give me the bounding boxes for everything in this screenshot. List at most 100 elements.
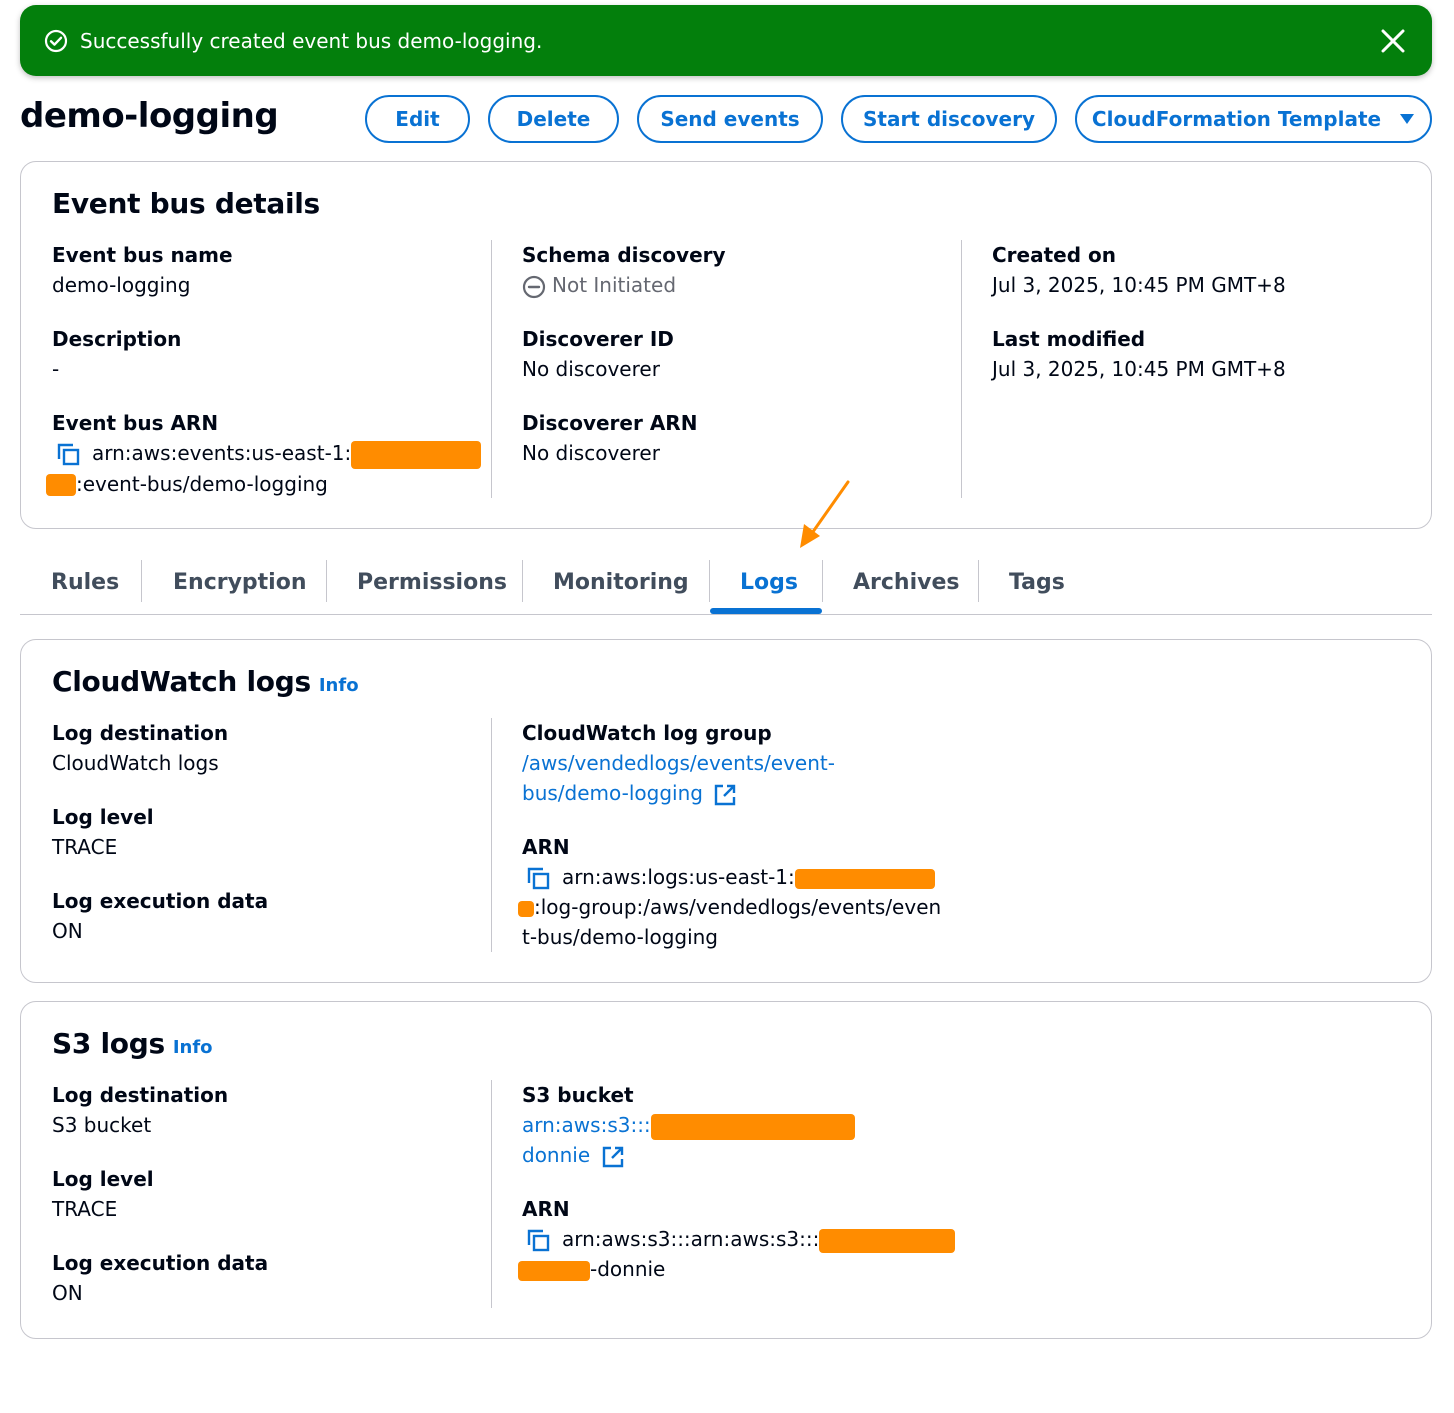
field-label: Log level bbox=[52, 805, 154, 829]
cloudformation-template-dropdown[interactable]: CloudFormation Template bbox=[1075, 95, 1432, 143]
tab-logs[interactable]: Logs bbox=[740, 569, 798, 595]
arn-text: arn:aws:s3:::arn:aws:s3::: bbox=[562, 1227, 820, 1251]
log-group-link-line2[interactable]: bus/demo-logging bbox=[522, 781, 703, 805]
arn-text: arn:aws:events:us-east-1: bbox=[92, 441, 352, 465]
s3-bucket-field: S3 bucket arn:aws:s3::: donnie bbox=[522, 1080, 855, 1170]
description-field: Description - bbox=[52, 324, 181, 384]
s3-logs-card: S3 logs Info Log destination S3 bucket Lo… bbox=[20, 1001, 1432, 1339]
send-events-button[interactable]: Send events bbox=[637, 95, 823, 143]
copy-icon[interactable] bbox=[526, 866, 552, 892]
cloudwatch-logs-card: CloudWatch logs Info Log destination Clou… bbox=[20, 639, 1432, 983]
field-label: Created on bbox=[992, 243, 1116, 267]
copy-icon[interactable] bbox=[526, 1228, 552, 1254]
active-tab-indicator bbox=[710, 608, 822, 614]
field-label: Description bbox=[52, 327, 182, 351]
info-link[interactable]: Info bbox=[318, 675, 359, 696]
tab-tags[interactable]: Tags bbox=[1009, 569, 1065, 595]
copy-icon[interactable] bbox=[56, 442, 82, 468]
field-label: ARN bbox=[522, 835, 570, 859]
column-divider bbox=[491, 1080, 492, 1308]
tab-rules[interactable]: Rules bbox=[51, 569, 120, 595]
annotation-arrow-icon bbox=[800, 480, 850, 548]
tab-encryption[interactable]: Encryption bbox=[173, 569, 307, 595]
s3-arn-field: ARN arn:aws:s3:::arn:aws:s3::: -donnie bbox=[518, 1194, 956, 1284]
status-stopped-icon bbox=[522, 275, 546, 298]
caret-down-icon bbox=[1400, 114, 1415, 124]
cloudformation-template-label: CloudFormation Template bbox=[1091, 107, 1382, 131]
field-value: TRACE bbox=[52, 835, 118, 859]
field-label: Schema discovery bbox=[522, 243, 726, 267]
field-value: TRACE bbox=[52, 1197, 118, 1221]
redaction-block bbox=[819, 1228, 956, 1253]
event-bus-name-field: Event bus name demo-logging bbox=[52, 240, 233, 300]
success-check-icon bbox=[44, 29, 68, 52]
field-label: Discoverer ID bbox=[522, 327, 674, 351]
status-text: Not Initiated bbox=[552, 273, 677, 297]
success-flash-banner: Successfully created event bus demo-logg… bbox=[20, 5, 1432, 76]
discoverer-arn-field: Discoverer ARN No discoverer bbox=[522, 408, 697, 468]
tab-separator bbox=[522, 560, 523, 602]
field-label: Log execution data bbox=[52, 889, 269, 913]
field-value: ON bbox=[52, 919, 83, 943]
cloudwatch-arn-field: ARN arn:aws:logs:us-east-1: :log-group:/… bbox=[518, 832, 942, 952]
card-title: S3 logs bbox=[52, 1027, 165, 1060]
arn-text: :event-bus/demo-logging bbox=[76, 471, 328, 496]
tab-separator bbox=[978, 560, 979, 602]
log-destination-field: Log destination CloudWatch logs bbox=[52, 718, 228, 778]
field-label: ARN bbox=[522, 1197, 570, 1221]
log-destination-field: Log destination S3 bucket bbox=[52, 1080, 228, 1140]
tab-permissions[interactable]: Permissions bbox=[357, 569, 507, 595]
log-level-field: Log level TRACE bbox=[52, 1164, 154, 1224]
arn-text: -donnie bbox=[590, 1257, 666, 1281]
log-level-field: Log level TRACE bbox=[52, 802, 154, 862]
card-title: Event bus details bbox=[52, 187, 320, 220]
s3-bucket-link-line2[interactable]: donnie bbox=[522, 1143, 591, 1167]
field-label: Log execution data bbox=[52, 1251, 269, 1275]
edit-button[interactable]: Edit bbox=[365, 95, 470, 143]
field-value: Jul 3, 2025, 10:45 PM GMT+8 bbox=[992, 273, 1286, 297]
redaction-block bbox=[518, 1260, 590, 1281]
column-divider bbox=[961, 240, 962, 498]
field-value: - bbox=[52, 357, 60, 381]
arn-text: :log-group:/aws/vendedlogs/events/even bbox=[534, 895, 942, 919]
external-link-icon[interactable] bbox=[601, 1145, 625, 1169]
field-value: No discoverer bbox=[522, 357, 660, 381]
tab-separator bbox=[141, 560, 142, 602]
field-value: demo-logging bbox=[52, 273, 191, 297]
cloudwatch-log-group-field: CloudWatch log group /aws/vendedlogs/eve… bbox=[522, 718, 835, 808]
field-value: Jul 3, 2025, 10:45 PM GMT+8 bbox=[992, 357, 1286, 381]
column-divider bbox=[491, 718, 492, 952]
s3-bucket-link-line1[interactable]: arn:aws:s3::: bbox=[522, 1113, 651, 1137]
close-icon[interactable] bbox=[1380, 28, 1406, 54]
arn-text: t-bus/demo-logging bbox=[522, 925, 719, 949]
log-group-link-line1[interactable]: /aws/vendedlogs/events/event- bbox=[522, 751, 835, 775]
field-label: CloudWatch log group bbox=[522, 721, 772, 745]
redaction-block bbox=[46, 474, 76, 496]
log-execution-data-field: Log execution data ON bbox=[52, 886, 268, 946]
tab-separator bbox=[326, 560, 327, 602]
field-label: S3 bucket bbox=[522, 1083, 634, 1107]
external-link-icon[interactable] bbox=[713, 783, 737, 807]
redaction-block bbox=[794, 868, 935, 889]
event-bus-details-card: Event bus details Event bus name demo-lo… bbox=[20, 161, 1432, 529]
field-value: No discoverer bbox=[522, 441, 660, 465]
arn-line: arn:aws:events:us-east-1: bbox=[52, 438, 482, 469]
tab-monitoring[interactable]: Monitoring bbox=[553, 569, 689, 595]
discoverer-id-field: Discoverer ID No discoverer bbox=[522, 324, 674, 384]
arn-text: arn:aws:logs:us-east-1: bbox=[562, 865, 795, 889]
schema-discovery-field: Schema discovery Not Initiated bbox=[522, 240, 726, 300]
delete-button[interactable]: Delete bbox=[488, 95, 619, 143]
start-discovery-button[interactable]: Start discovery bbox=[841, 95, 1057, 143]
field-value: CloudWatch logs bbox=[52, 751, 219, 775]
tab-bar: Rules Encryption Permissions Monitoring … bbox=[20, 550, 1432, 615]
flash-message: Successfully created event bus demo-logg… bbox=[80, 28, 543, 53]
redaction-block bbox=[518, 900, 534, 917]
info-link[interactable]: Info bbox=[172, 1037, 213, 1058]
tab-archives[interactable]: Archives bbox=[853, 569, 960, 595]
field-label: Event bus name bbox=[52, 243, 233, 267]
redaction-block bbox=[351, 440, 482, 469]
page-title: demo-logging bbox=[20, 96, 279, 136]
field-label: Discoverer ARN bbox=[522, 411, 698, 435]
created-on-field: Created on Jul 3, 2025, 10:45 PM GMT+8 bbox=[992, 240, 1286, 300]
tab-separator bbox=[822, 560, 823, 602]
